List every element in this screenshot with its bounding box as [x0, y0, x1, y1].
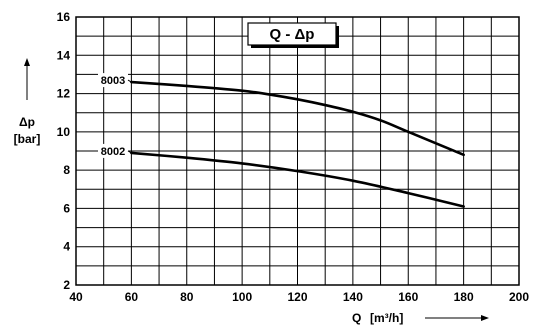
y-axis-label: Δp [bar]	[14, 58, 41, 146]
x-tick-label: 160	[398, 290, 418, 304]
title-box	[247, 22, 337, 46]
series-line-8002	[130, 151, 465, 208]
y-tick-label: 12	[57, 87, 71, 101]
x-tick-label: 180	[454, 290, 474, 304]
series-leader-8002	[127, 150, 132, 154]
series-label-8003: 8003	[101, 75, 125, 87]
series-label-8002: 8002	[101, 146, 125, 158]
y-tick-label: 14	[57, 48, 71, 62]
series-line-8003	[130, 80, 465, 157]
y-axis-title: Δp	[19, 115, 35, 129]
x-axis-title: Q	[352, 311, 361, 325]
y-tick-label: 8	[63, 163, 70, 177]
y-tick-label: 10	[57, 125, 71, 139]
x-tick-label: 100	[232, 290, 252, 304]
x-axis-label: Q [m³/h]	[352, 311, 489, 325]
y-tick-label: 16	[57, 10, 71, 24]
y-tick-label: 2	[63, 278, 70, 292]
plot-frame	[75, 16, 520, 286]
y-tick-label: 6	[63, 201, 70, 215]
series-lines: 8003 8002	[98, 73, 465, 208]
x-axis-unit: [m³/h]	[370, 311, 403, 325]
x-tick-label: 200	[509, 290, 529, 304]
chart-title: Q - Δp	[270, 26, 315, 43]
x-tick-label: 80	[180, 290, 194, 304]
series-label-bg-8002	[98, 143, 128, 158]
y-tick-labels: 2 4 6 8 10 12 14 16	[57, 10, 71, 292]
x-axis-arrowhead	[481, 315, 489, 321]
x-tick-label: 120	[287, 290, 307, 304]
x-tick-label: 140	[343, 290, 363, 304]
series-label-bg-8003	[98, 73, 128, 88]
x-tick-labels: 40 60 80 100 120 140 160 180 200	[69, 290, 529, 304]
y-axis-arrowhead	[24, 58, 30, 66]
chart-title-box: Q - Δp	[247, 22, 339, 48]
y-tick-label: 4	[63, 240, 70, 254]
y-axis-unit: [bar]	[14, 132, 41, 146]
x-tick-label: 60	[125, 290, 139, 304]
x-tick-label: 40	[69, 290, 83, 304]
series-leader-8003	[127, 79, 132, 83]
